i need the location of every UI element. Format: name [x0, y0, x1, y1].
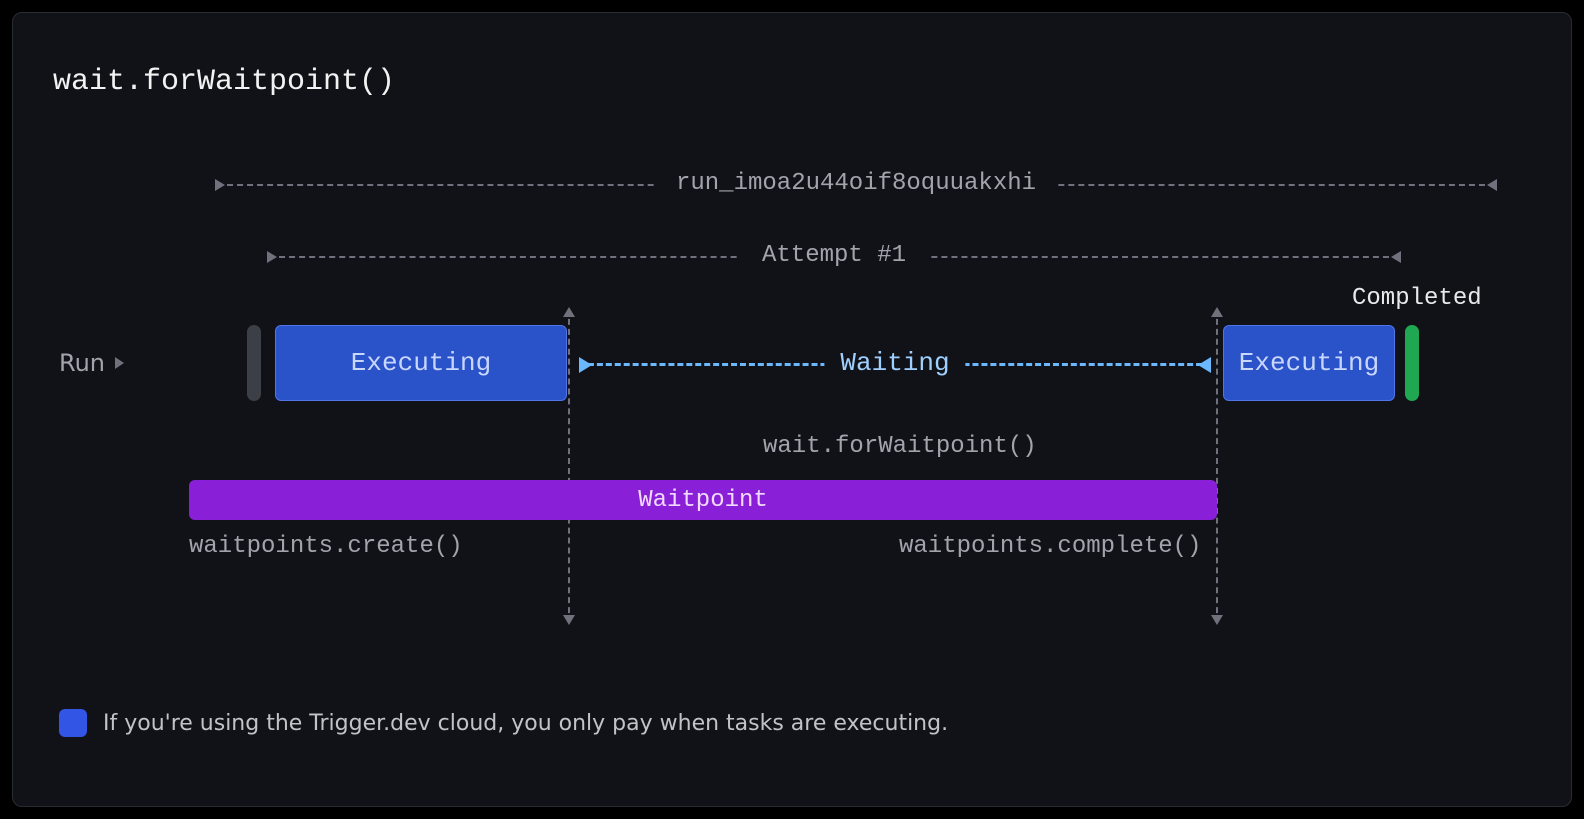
boundary-left [568, 309, 570, 623]
span-run-label: run_imoa2u44oif8oquuakxhi [654, 170, 1058, 197]
executing-color-swatch [59, 709, 87, 737]
waitpoint-complete-label: waitpoints.complete() [899, 533, 1201, 560]
wait-call-label: wait.forWaitpoint() [763, 433, 1037, 460]
prelude-pill [247, 325, 261, 401]
executing-block-2: Executing [1223, 325, 1395, 401]
completed-pill [1405, 325, 1419, 401]
span-run: run_imoa2u44oif8oquuakxhi [217, 184, 1495, 186]
triangle-right-icon [115, 357, 124, 369]
footer-note: If you're using the Trigger.dev cloud, y… [59, 709, 948, 737]
span-attempt: Attempt #1 [269, 256, 1399, 258]
waiting-label: Waiting [824, 348, 965, 378]
row-label-text: Run [59, 349, 105, 377]
boundary-right [1216, 309, 1218, 623]
waiting-span: Waiting [579, 363, 1211, 366]
executing-block-1: Executing [275, 325, 567, 401]
diagram-panel: wait.forWaitpoint() run_imoa2u44oif8oquu… [12, 12, 1572, 807]
completed-label: Completed [1352, 285, 1482, 312]
waitpoint-bar: Waitpoint [189, 480, 1217, 520]
timeline-stage: run_imoa2u44oif8oquuakxhi Attempt #1 Run… [13, 13, 1571, 806]
waitpoint-create-label: waitpoints.create() [189, 533, 463, 560]
footer-text: If you're using the Trigger.dev cloud, y… [103, 711, 948, 736]
span-attempt-label: Attempt #1 [740, 242, 928, 269]
row-label: Run [59, 349, 124, 377]
